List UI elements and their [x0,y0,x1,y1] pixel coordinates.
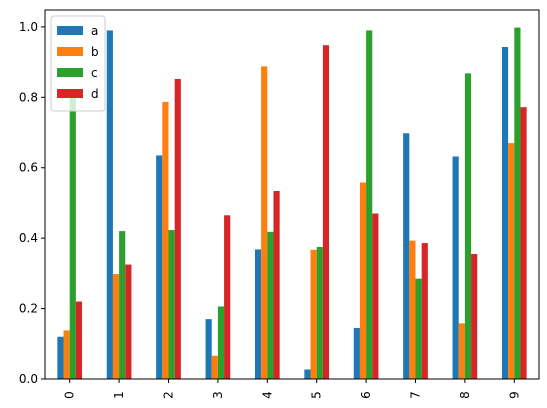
y-tick-label: 0.2 [19,302,38,316]
legend-swatch-d [57,89,83,98]
legend-swatch-c [57,68,83,77]
bar-d-9 [520,107,527,380]
x-tick-label: 8 [458,391,472,399]
legend-label-c: c [91,66,98,80]
bar-c-7 [415,278,422,379]
bar-d-0 [75,301,83,379]
x-tick-label: 5 [310,391,324,399]
x-axis: 0 1 2 3 4 5 6 7 8 9 [63,379,521,399]
x-tick-label: 7 [409,391,423,399]
bar-c-0 [69,90,76,379]
bar-c-8 [464,73,472,379]
bar-a-6 [353,327,360,379]
bar-a-3 [205,319,212,379]
bar-b-0 [63,330,70,379]
bar-a-8 [452,156,459,379]
bar-c-1 [119,231,126,379]
bar-c-6 [366,30,373,380]
x-tick-label: 9 [507,391,521,399]
bar-d-4 [273,190,280,379]
legend-label-b: b [91,45,99,59]
y-tick-label: 0.4 [19,231,38,245]
bar-b-8 [458,323,465,379]
bars-layer [57,27,527,380]
bar-c-3 [217,306,225,379]
bar-d-5 [322,45,330,379]
bar-b-9 [508,143,515,379]
bar-a-5 [304,369,311,379]
legend-label-a: a [91,24,98,38]
bar-d-6 [372,213,379,379]
bar-a-9 [501,46,509,379]
bar-d-1 [125,264,132,379]
x-tick-label: 6 [359,391,373,399]
bar-a-1 [106,30,113,380]
x-tick-label: 2 [162,391,176,399]
bar-b-3 [211,355,218,379]
bar-a-0 [57,336,64,379]
y-tick-label: 0.8 [19,90,38,104]
bar-c-9 [514,27,521,380]
bar-b-5 [310,249,317,379]
bar-b-6 [359,182,367,379]
y-tick-label: 0.0 [19,372,38,386]
y-tick-label: 1.0 [19,20,38,34]
legend-swatch-a [57,26,83,35]
legend-box [50,15,106,112]
bar-c-2 [168,230,175,379]
x-tick-label: 4 [260,391,274,399]
bar-c-5 [316,246,323,379]
bar-c-4 [267,231,274,379]
y-axis: 0.0 0.2 0.4 0.6 0.8 1.0 [19,20,45,386]
bar-b-7 [409,240,416,379]
bar-b-1 [112,274,120,379]
bar-a-2 [156,155,163,379]
bar-a-4 [254,249,262,379]
bar-d-3 [224,215,231,379]
legend-label-d: d [91,87,99,101]
legend-swatch-b [57,47,83,56]
bar-a-7 [403,133,410,379]
x-tick-label: 0 [63,391,77,399]
bar-b-4 [261,66,268,379]
y-tick-label: 0.6 [19,161,38,175]
bar-b-2 [162,101,169,380]
bar-d-8 [471,254,478,379]
x-tick-label: 3 [211,391,225,399]
bar-d-7 [421,243,428,379]
x-tick-label: 1 [112,391,126,399]
plot-frame [44,9,540,380]
bar-d-2 [174,79,181,380]
